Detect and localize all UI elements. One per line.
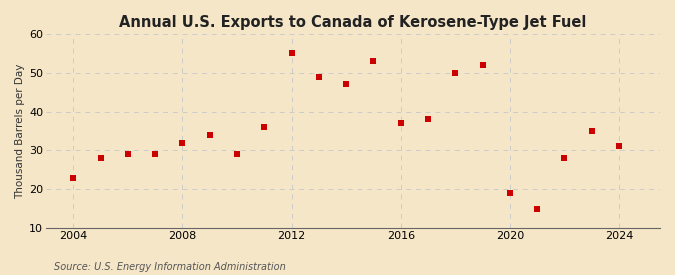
Point xyxy=(150,152,161,156)
Title: Annual U.S. Exports to Canada of Kerosene-Type Jet Fuel: Annual U.S. Exports to Canada of Kerosen… xyxy=(119,15,587,30)
Point xyxy=(123,152,134,156)
Point xyxy=(368,59,379,63)
Point xyxy=(614,144,624,149)
Point xyxy=(205,133,215,137)
Point xyxy=(95,156,106,160)
Text: Source: U.S. Energy Information Administration: Source: U.S. Energy Information Administ… xyxy=(54,262,286,272)
Point xyxy=(232,152,242,156)
Point xyxy=(477,63,488,67)
Point xyxy=(313,75,324,79)
Y-axis label: Thousand Barrels per Day: Thousand Barrels per Day xyxy=(15,63,25,199)
Point xyxy=(504,191,515,195)
Point xyxy=(341,82,352,87)
Point xyxy=(532,206,543,211)
Point xyxy=(177,141,188,145)
Point xyxy=(559,156,570,160)
Point xyxy=(423,117,433,122)
Point xyxy=(259,125,270,129)
Point xyxy=(587,129,597,133)
Point xyxy=(68,175,79,180)
Point xyxy=(396,121,406,125)
Point xyxy=(286,51,297,56)
Point xyxy=(450,71,461,75)
